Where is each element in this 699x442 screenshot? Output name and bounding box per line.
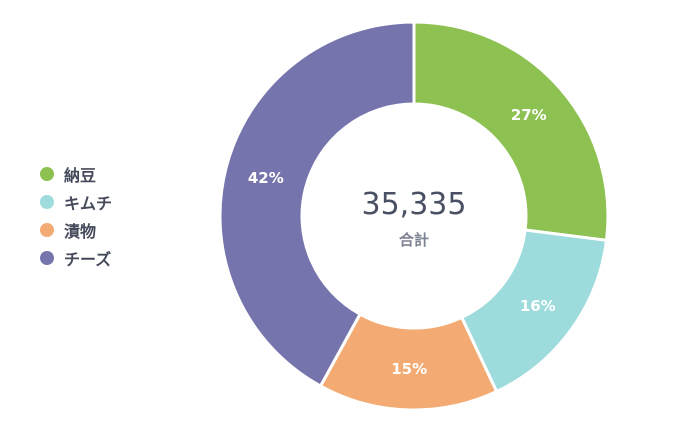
- slice-kimchi-label: 16%: [520, 297, 556, 315]
- center-total: 35,335: [362, 187, 467, 222]
- legend-swatch-kimchi: [40, 195, 54, 209]
- slice-natto: [412, 20, 610, 242]
- center-total-label: 合計: [398, 231, 429, 249]
- legend-item-tsukemono: 漬物: [40, 216, 112, 244]
- slice-tsukemono-label: 15%: [391, 360, 427, 378]
- legend-label-tsukemono: 漬物: [64, 222, 97, 241]
- legend-swatch-natto: [40, 167, 54, 181]
- slice-cheese-label: 42%: [248, 169, 284, 187]
- legend-label-kimchi: キムチ: [64, 194, 113, 213]
- slice-labels: 27% 16% 15% 42%: [248, 106, 556, 378]
- donut-slices: [218, 20, 610, 412]
- legend-item-cheese: チーズ: [40, 244, 112, 272]
- legend-label-natto: 納豆: [64, 166, 97, 185]
- legend-item-kimchi: キムチ: [40, 188, 112, 216]
- legend-item-natto: 納豆: [40, 160, 112, 188]
- legend-swatch-cheese: [40, 251, 54, 265]
- slice-natto-label: 27%: [511, 106, 547, 124]
- slice-cheese: [218, 20, 416, 388]
- chart-legend: 納豆 キムチ 漬物 チーズ: [40, 160, 112, 272]
- legend-swatch-tsukemono: [40, 223, 54, 237]
- legend-label-cheese: チーズ: [64, 250, 112, 269]
